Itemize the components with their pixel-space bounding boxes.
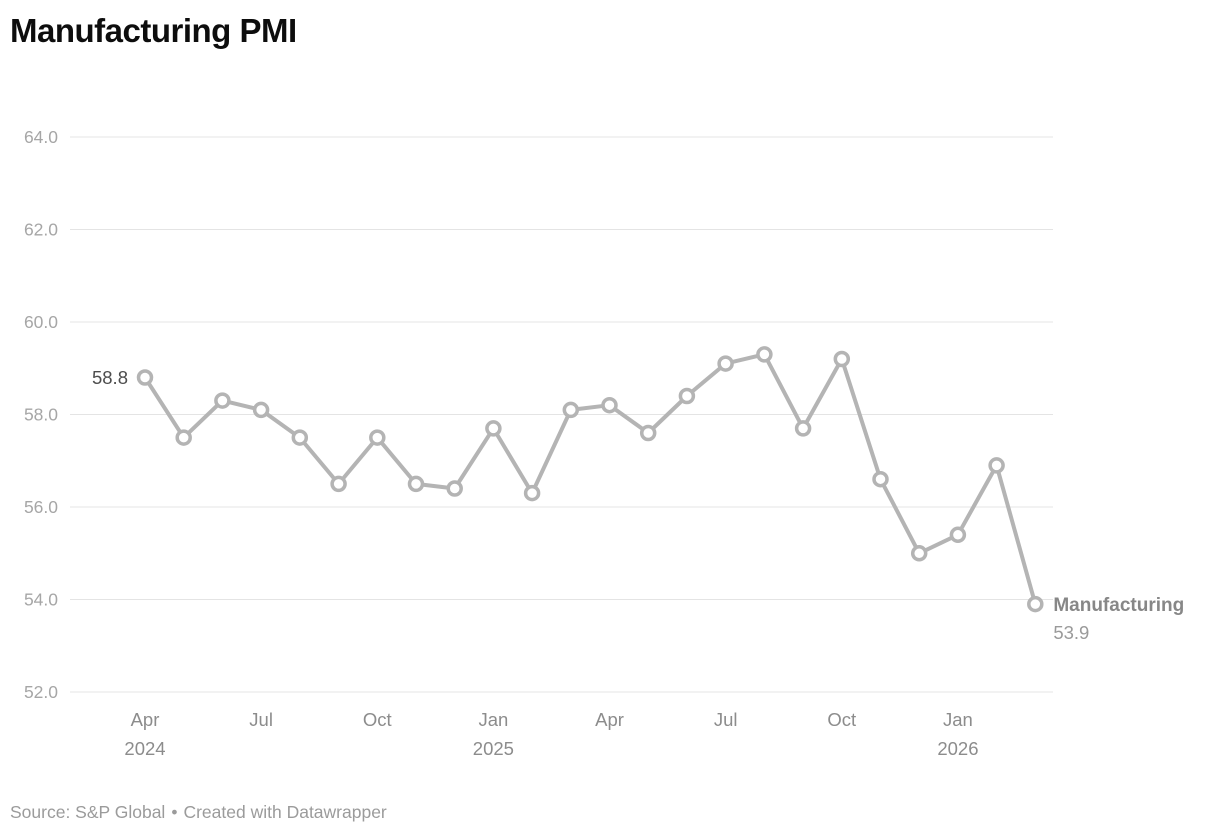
data-point-marker (214, 392, 231, 409)
data-point-marker (175, 429, 192, 446)
chart-footer: Source: S&P Global • Created with Datawrap… (10, 802, 387, 823)
x-axis-tick-label: Apr (131, 709, 160, 730)
first-value-label: 58.8 (92, 367, 128, 388)
x-axis-tick-label: Apr (595, 709, 624, 730)
data-point-marker (988, 457, 1005, 474)
y-axis-tick-label: 62.0 (24, 220, 58, 240)
x-axis-year-label: 2026 (937, 738, 978, 759)
data-point-marker (910, 545, 928, 562)
data-line-manufacturing (143, 352, 1038, 607)
x-axis-tick-label: Oct (363, 709, 392, 730)
data-point-marker (523, 484, 541, 502)
data-point-marker (639, 424, 657, 442)
data-point-marker (833, 350, 851, 368)
data-point-marker (756, 346, 773, 363)
y-axis-tick-label: 54.0 (24, 590, 58, 610)
y-axis-tick-label: 58.0 (24, 405, 58, 425)
x-axis-tick-label: Oct (827, 709, 856, 730)
data-point-marker (369, 429, 386, 446)
y-axis-tick-label: 52.0 (24, 682, 58, 702)
series-end-label: Manufacturing (1053, 595, 1184, 616)
footer-separator: • (171, 802, 178, 822)
series-end-value-label: 53.9 (1053, 622, 1089, 643)
data-point-marker (446, 480, 463, 497)
data-point-marker (1027, 595, 1044, 613)
data-point-marker (407, 475, 425, 493)
data-point-marker (601, 396, 618, 414)
data-point-marker (949, 526, 967, 544)
x-axis-tick-label: Jul (249, 709, 273, 730)
x-axis-tick-label: Jul (714, 709, 738, 730)
y-axis-tick-label: 60.0 (24, 312, 58, 332)
x-axis-year-label: 2024 (124, 738, 165, 759)
x-axis-tick-label: Jan (478, 709, 508, 730)
data-point-marker (252, 401, 270, 419)
x-axis-year-label: 2025 (473, 738, 514, 759)
data-point-marker (291, 429, 309, 446)
chart-area: 64.0 62.0 60.0 58.0 56.0 54.0 52.0 Apr 2024 Jul Oc… (24, 127, 1184, 759)
x-axis-tick-label: Jan (943, 709, 973, 730)
y-axis-tick-label: 64.0 (24, 127, 58, 147)
data-point-marker (136, 369, 154, 386)
y-axis-tick-label: 56.0 (24, 497, 58, 517)
data-point-marker (562, 401, 580, 419)
data-point-marker (872, 470, 889, 488)
chart-title: Manufacturing PMI (10, 12, 297, 49)
data-point-marker (717, 355, 734, 372)
line-chart: 64.0 62.0 60.0 58.0 56.0 54.0 52.0 Apr 2024 Jul Oc… (24, 127, 1184, 759)
data-point-marker (794, 420, 812, 437)
data-point-marker (678, 387, 696, 405)
data-point-marker (485, 420, 502, 437)
data-point-marker (330, 475, 347, 493)
source-text: Source: S&P Global (10, 802, 166, 822)
datawrapper-attribution-link[interactable]: Created with Datawrapper (183, 802, 387, 822)
